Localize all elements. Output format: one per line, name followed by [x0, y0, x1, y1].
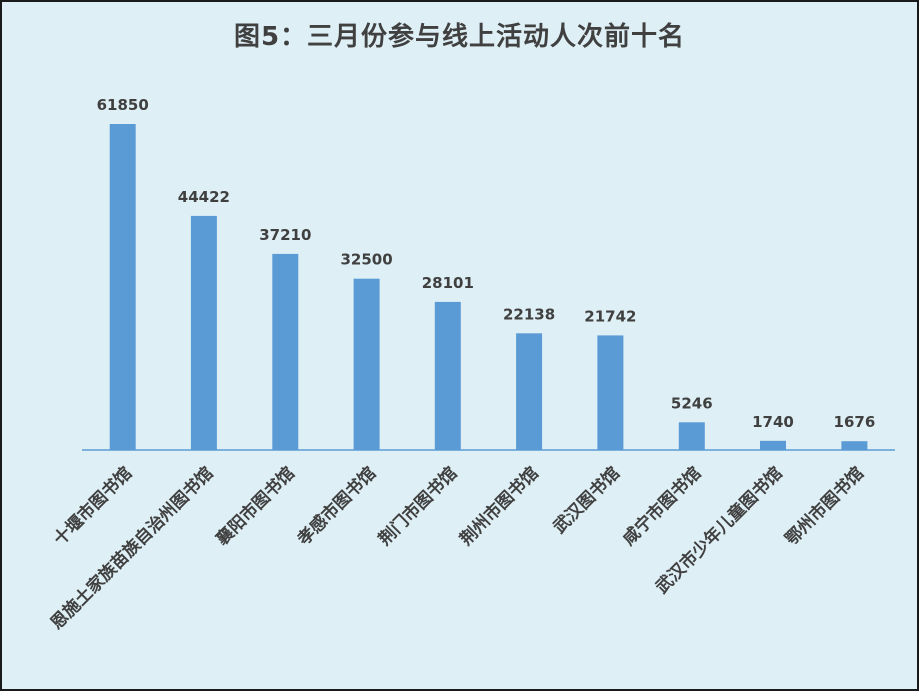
- bar-group: [109, 124, 868, 450]
- value-label-9: 1740: [752, 413, 794, 431]
- category-label-10: 鄂州市图书馆: [781, 463, 868, 550]
- category-label-8: 咸宁市图书馆: [618, 463, 705, 550]
- bar-3: [272, 253, 299, 450]
- bar-9: [760, 440, 786, 450]
- value-label-8: 5246: [671, 394, 713, 412]
- value-label-2: 44422: [178, 188, 230, 206]
- value-label-1: 61850: [97, 96, 149, 114]
- category-label-1: 十堰市图书馆: [49, 463, 136, 550]
- category-label-6: 荆州市图书馆: [456, 463, 543, 550]
- value-label-5: 28101: [422, 274, 474, 292]
- category-label-2: 恩施土家族苗族自治州图书馆: [46, 463, 217, 634]
- category-label-4: 孝感市图书馆: [293, 463, 380, 550]
- bar-6: [516, 333, 543, 450]
- bar-2: [190, 215, 217, 450]
- category-label-group: 十堰市图书馆恩施土家族苗族自治州图书馆襄阳市图书馆孝感市图书馆荆门市图书馆荆州市…: [46, 463, 868, 634]
- bar-8: [678, 422, 705, 450]
- bar-5: [434, 301, 461, 450]
- value-label-10: 1676: [834, 413, 876, 431]
- category-label-3: 襄阳市图书馆: [211, 463, 299, 551]
- category-label-5: 荆门市图书馆: [374, 463, 461, 550]
- value-label-7: 21742: [584, 307, 636, 325]
- category-label-7: 武汉图书馆: [549, 463, 624, 538]
- chart-title: 图5：三月份参与线上活动人次前十名: [233, 22, 686, 52]
- value-label-3: 37210: [259, 226, 311, 244]
- bar-10: [841, 441, 868, 450]
- value-label-4: 32500: [341, 251, 393, 269]
- bar-1: [109, 124, 136, 450]
- value-label-6: 22138: [503, 305, 555, 323]
- value-label-group: 61850 44422 37210 32500 28101 22138 21742 5246 1…: [97, 96, 876, 431]
- bar-7: [597, 335, 624, 450]
- bar-4: [353, 278, 380, 450]
